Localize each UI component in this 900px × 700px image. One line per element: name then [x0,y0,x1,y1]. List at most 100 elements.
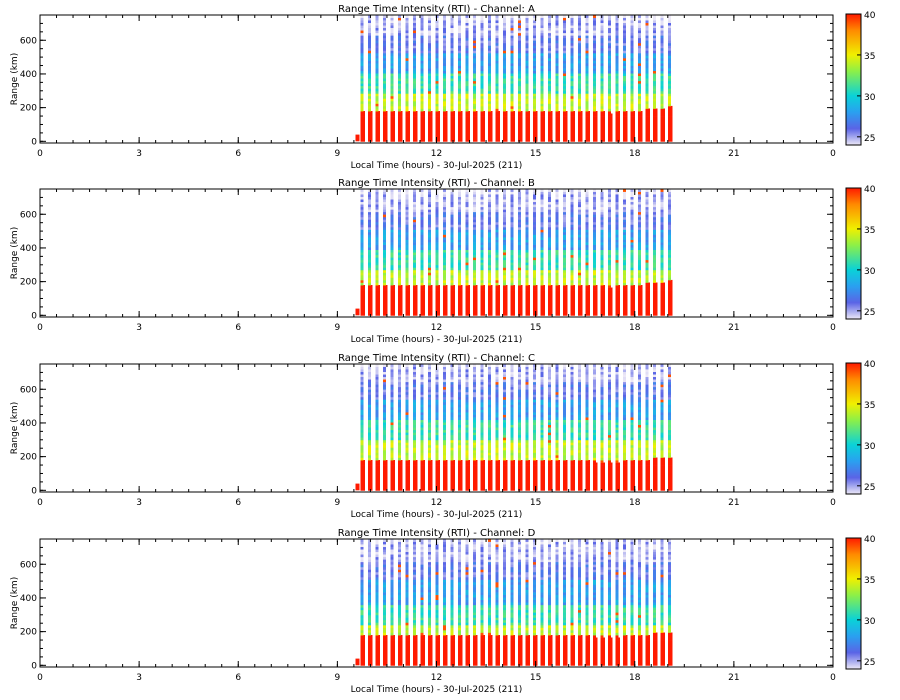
heat-cell [608,224,611,228]
heat-cell [510,194,514,198]
heat-cell [488,277,491,281]
heat-cell [645,126,650,130]
heat-cell [503,247,506,251]
heat-cell [533,206,536,210]
heat-cell [593,105,596,109]
heat-cell [480,307,485,311]
heat-cell [383,128,388,132]
heat-cell [458,307,463,311]
heat-cell [360,126,365,130]
heatmap-column [390,15,395,142]
heat-cell [600,136,605,140]
heat-cell [435,267,439,271]
heat-cell [630,221,634,225]
heat-cell [630,231,634,235]
heat-cell [450,252,454,256]
heat-cell [390,93,394,97]
heat-cell [585,254,589,258]
heat-cell [525,219,529,223]
heat-cell [563,47,566,51]
heat-cell [578,282,581,286]
heat-cell [570,73,574,77]
heat-cell [578,52,581,56]
heat-cell [540,17,544,21]
heat-cell [615,191,619,195]
heat-cell [435,302,440,306]
heat-cell [428,297,433,301]
heat-cell [420,65,424,69]
heat-cell [495,312,500,316]
heat-cell [473,73,476,77]
heat-cell [375,439,379,443]
heat-cell [375,123,380,127]
heat-cell [563,35,566,39]
heat-cell [525,221,529,225]
heat-cell [390,239,394,243]
heat-cell [398,226,401,230]
heat-cell [525,63,529,66]
heat-cell [510,272,514,276]
heat-cell [428,111,433,114]
heat-cell [593,57,596,61]
heat-cell [510,45,514,49]
heat-cell [443,254,446,258]
heat-cell [375,133,380,137]
heat-cell [578,37,581,41]
heat-cell [443,65,446,69]
heat-cell [443,42,446,46]
heat-cell [390,116,395,120]
heat-cell [368,211,371,215]
heat-cell [458,37,461,41]
heat-cell [495,259,499,263]
heat-cell [645,57,649,61]
heat-cell [360,247,364,251]
heat-cell [533,126,538,130]
heat-cell [383,449,386,453]
heat-cell [413,100,416,104]
heat-cell [360,269,364,273]
heat-cell [368,259,371,263]
heat-cell [450,199,454,203]
heat-cell [383,121,388,125]
heat-cell [420,310,425,314]
heat-cell [510,252,514,256]
heat-cell [360,444,364,448]
heat-cell [480,68,484,72]
heat-cell [593,310,598,314]
heat-cell [405,47,409,51]
heat-cell [405,45,409,49]
heat-cell [570,269,574,273]
heat-cell [540,73,544,77]
heat-cell [398,57,401,61]
heat-cell [383,437,386,441]
heat-cell [593,214,596,218]
heat-cell [608,272,611,276]
heat-cell [578,70,581,74]
heat-cell [555,194,559,198]
heat-cell [555,100,559,104]
heat-cell [623,88,626,92]
heat-cell [450,206,454,210]
heat-cell [420,123,425,127]
heat-cell [638,292,643,296]
heat-cell [600,47,604,51]
heat-cell [525,189,529,192]
heat-cell [413,111,418,114]
heat-cell [518,57,521,61]
heat-cell [435,80,439,84]
heat-cell [368,249,371,253]
heat-cell [390,290,395,294]
heat-cell [668,60,671,64]
heat-cell [525,78,529,82]
heat-cell [578,199,581,203]
heat-cell [488,68,491,72]
heat-cell [615,239,619,243]
heat-cell [525,242,529,246]
colorbar-tick-label: 25 [864,308,875,318]
heat-cell [608,105,611,109]
heat-cell [450,128,455,132]
heat-cell [585,90,589,94]
heat-cell [488,216,491,220]
heat-cell [600,214,604,218]
heat-cell [645,297,650,301]
